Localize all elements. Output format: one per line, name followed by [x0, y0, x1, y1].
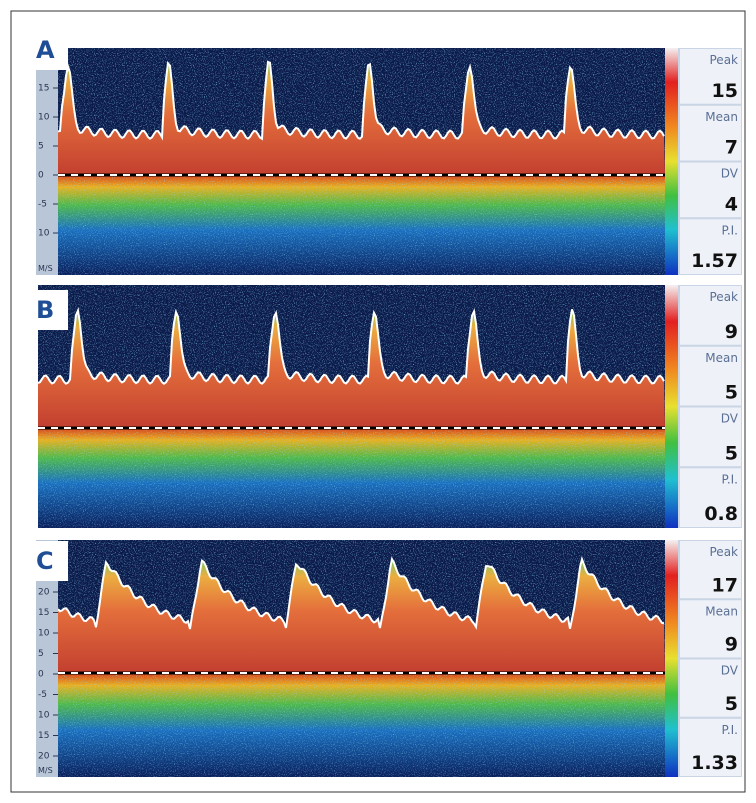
- panel-label: B: [36, 296, 54, 324]
- measure-value: 17: [712, 574, 738, 596]
- measure-name: Mean: [705, 351, 738, 365]
- measure-box: [680, 105, 741, 161]
- measure-name: Peak: [710, 53, 739, 67]
- measure-value: 1.57: [691, 250, 738, 272]
- speckle: [38, 309, 665, 428]
- color-bar: [665, 540, 678, 777]
- measure-box: [680, 49, 741, 104]
- color-bar: [665, 285, 678, 528]
- axis-tick-label: 15: [38, 608, 49, 618]
- axis-tick-label: 10: [38, 229, 50, 239]
- measure-value: 4: [725, 193, 738, 215]
- forward-flow: [58, 559, 665, 673]
- measure-value: 9: [725, 634, 738, 656]
- measure-name: Mean: [705, 604, 738, 618]
- axis-tick-label: 0: [38, 670, 44, 680]
- axis-tick-label: -5: [38, 200, 47, 210]
- axis-tick-label: 5: [38, 649, 44, 659]
- measure-box: [680, 541, 741, 599]
- unit-label: M/S: [38, 264, 53, 273]
- doppler-panel: 20 15 10 5 0 -5 10 15 20 M/S Peak 17 Mean 9 DV 5 P.I. 1.3…: [28, 540, 742, 777]
- measure-box: [680, 286, 741, 345]
- measure-name: Peak: [710, 545, 739, 559]
- measure-name: Peak: [710, 290, 739, 304]
- measure-value: 5: [725, 693, 738, 715]
- axis-strip: [36, 48, 58, 275]
- panel-label-bg: [28, 30, 68, 70]
- forward-flow: [38, 309, 665, 428]
- speckle: [38, 428, 665, 528]
- axis-tick-label: 5: [38, 142, 44, 152]
- measure-name: DV: [721, 412, 739, 426]
- measure-value: 15: [712, 80, 738, 102]
- speckle: [58, 61, 665, 175]
- measure-value: 5: [725, 382, 738, 404]
- speckle: [58, 175, 665, 275]
- measure-name: P.I.: [721, 723, 738, 737]
- measure-box: [680, 600, 741, 658]
- axis-tick-label: 0: [38, 171, 44, 181]
- speckle: [58, 559, 665, 673]
- axis-tick-label: -5: [38, 690, 47, 700]
- color-bar: [665, 48, 678, 275]
- panel-label: A: [36, 36, 55, 64]
- axis-tick-label: 10: [38, 113, 50, 123]
- envelope-trace: [57, 555, 665, 630]
- measure-value: 9: [725, 321, 738, 343]
- axis-tick-label: 20: [38, 752, 50, 762]
- speckle: [58, 673, 665, 777]
- axis-tick-label: 15: [38, 731, 49, 741]
- measure-name: DV: [721, 664, 739, 678]
- measure-box: [680, 162, 741, 218]
- measure-box: [680, 219, 741, 274]
- axis-strip: [36, 540, 58, 777]
- measure-box: [680, 718, 741, 776]
- unit-label: M/S: [38, 766, 53, 775]
- measure-name: Mean: [705, 110, 738, 124]
- axis-tick-label: 20: [38, 588, 50, 598]
- axis-tick-label: 10: [38, 629, 50, 639]
- frame: [10, 10, 746, 793]
- measure-value: 1.33: [691, 752, 738, 774]
- panel-label-bg: [28, 541, 68, 581]
- measure-value: 0.8: [704, 503, 738, 525]
- measure-box: [680, 659, 741, 717]
- doppler-panel: Peak 9 Mean 5 DV 5 P.I. 0.8 B: [28, 285, 742, 528]
- measure-name: DV: [721, 167, 739, 181]
- measure-value: 7: [725, 137, 738, 159]
- measure-box: [680, 468, 741, 527]
- measure-name: P.I.: [721, 223, 738, 237]
- envelope-trace: [37, 307, 665, 385]
- measure-value: 5: [725, 442, 738, 464]
- envelope-trace: [57, 60, 665, 141]
- forward-flow: [58, 61, 665, 175]
- measure-name: P.I.: [721, 472, 738, 486]
- measure-box: [680, 407, 741, 467]
- panel-label-bg: [28, 290, 68, 330]
- panel-label: C: [36, 547, 54, 575]
- axis-tick-label: 10: [38, 711, 50, 721]
- doppler-panel: 15 10 5 0 -5 10 M/S Peak 15 Mean 7 DV 4 P.I. 1.57 A: [28, 30, 742, 275]
- measure-box: [680, 346, 741, 406]
- axis-tick-label: 15: [38, 84, 49, 94]
